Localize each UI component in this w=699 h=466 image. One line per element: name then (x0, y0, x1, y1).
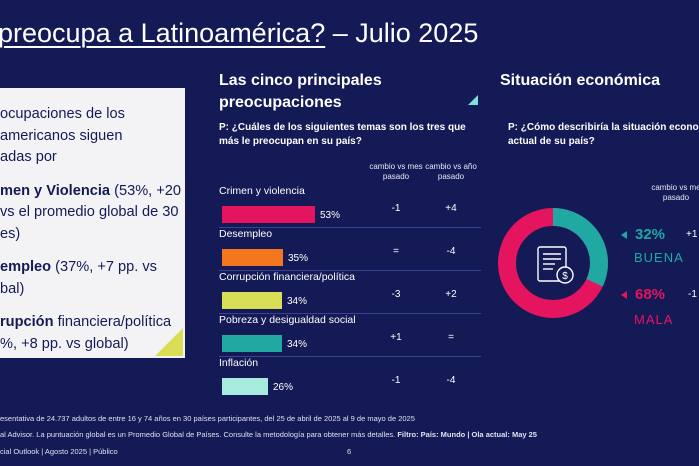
concern-change-year: -4 (446, 246, 456, 257)
concern-change-year: -4 (446, 375, 456, 386)
title-main: preocupa a Latinoamérica? (0, 18, 326, 48)
title-dash: – (325, 18, 356, 48)
footer-source: cial Outlook | Agosto 2025 | Público (0, 447, 118, 456)
concern-label: Crimen y violencia (219, 185, 305, 197)
concern-label: Desempleo (219, 228, 273, 240)
summary-crime-text: (53%, +20 vs el promedio global de 30 es… (0, 182, 182, 242)
concerns-question: P: ¿Cuáles de los siguientes temas son l… (219, 122, 466, 147)
mala-change: -1 (688, 289, 697, 300)
document-money-icon: $ (537, 246, 574, 284)
concern-bar (222, 292, 282, 309)
mala-label: MALA (634, 312, 674, 327)
page-number: 6 (347, 447, 352, 456)
concern-percent: 26% (273, 382, 294, 393)
concern-change-month: -1 (391, 375, 401, 386)
svg-text:$: $ (562, 271, 568, 282)
concern-change-year: = (448, 332, 454, 343)
summary-corruption-bold: rupción (0, 314, 54, 330)
concern-percent: 34% (287, 296, 308, 307)
concern-bar (222, 249, 283, 266)
footer-filter: Filtro: País: Mundo | Ola actual: May 25 (397, 430, 537, 439)
concern-percent: 35% (288, 253, 309, 264)
concern-label: Pobreza y desigualdad social (219, 314, 356, 326)
concern-change-year: +4 (445, 203, 457, 214)
row-divider (219, 270, 481, 271)
concern-change-month: -1 (391, 203, 401, 214)
summary-panel: ocupaciones de los americanos siguen ada… (0, 88, 185, 358)
summary-intro: ocupaciones de los americanos siguen ada… (0, 106, 125, 165)
row-divider (219, 313, 481, 314)
concern-change-month: +1 (390, 332, 402, 343)
concern-change-month: -3 (391, 289, 401, 300)
buena-arrow-icon (621, 231, 627, 239)
footer-method-text: al Advisor. La puntuación global es un P… (0, 430, 396, 439)
footer-method-note: al Advisor. La puntuación global es un P… (0, 430, 537, 439)
corner-triangle-decoration (155, 328, 183, 356)
summary-text: ocupaciones de los americanos siguen ada… (0, 104, 182, 367)
section-marker-icon (468, 95, 478, 105)
buena-percent: 32% (635, 226, 666, 243)
concern-change-year: +2 (445, 289, 457, 300)
concern-percent: 34% (287, 339, 308, 350)
mala-percent: 68% (635, 286, 666, 303)
economy-question: P: ¿Cómo describiría la situación econo … (508, 122, 699, 147)
summary-crime-bold: men y Violencia (0, 182, 111, 199)
mala-arrow-icon (621, 291, 627, 299)
concern-change-month: = (393, 246, 399, 257)
page-title: preocupa a Latinoamérica? – Julio 2025 (0, 18, 478, 49)
donut-buena-segment (498, 208, 608, 318)
col-header-month: cambio vs mes pasado (369, 162, 423, 181)
summary-corruption-text: financiera/política %, +8 pp. vs global) (0, 314, 172, 352)
concern-percent: 53% (320, 210, 341, 221)
concern-label: Corrupción financiera/política (219, 271, 355, 283)
summary-unemployment-text: (37%, +7 pp. vs bal) (0, 259, 157, 297)
concern-bar (222, 335, 282, 352)
title-date: Julio 2025 (355, 18, 479, 48)
row-divider (219, 356, 481, 357)
economy-col-header: cambio vs me pasado (651, 183, 699, 202)
concern-label: Inflación (219, 357, 259, 369)
footer-sample-note: esentativa de 24.737 adultos de entre 16… (0, 414, 415, 423)
buena-change: +1 (686, 229, 698, 240)
col-header-year: cambio vs año pasado (425, 162, 477, 181)
economy-title: Situación económica (500, 72, 661, 89)
concern-bar (222, 378, 268, 395)
concern-bar (222, 206, 315, 223)
buena-label: BUENA (634, 250, 684, 265)
economy-donut: $ (498, 208, 608, 318)
summary-unemployment-bold: empleo (0, 259, 52, 275)
concerns-title: Las cinco principales preocupaciones (219, 72, 382, 111)
row-divider (219, 227, 481, 228)
